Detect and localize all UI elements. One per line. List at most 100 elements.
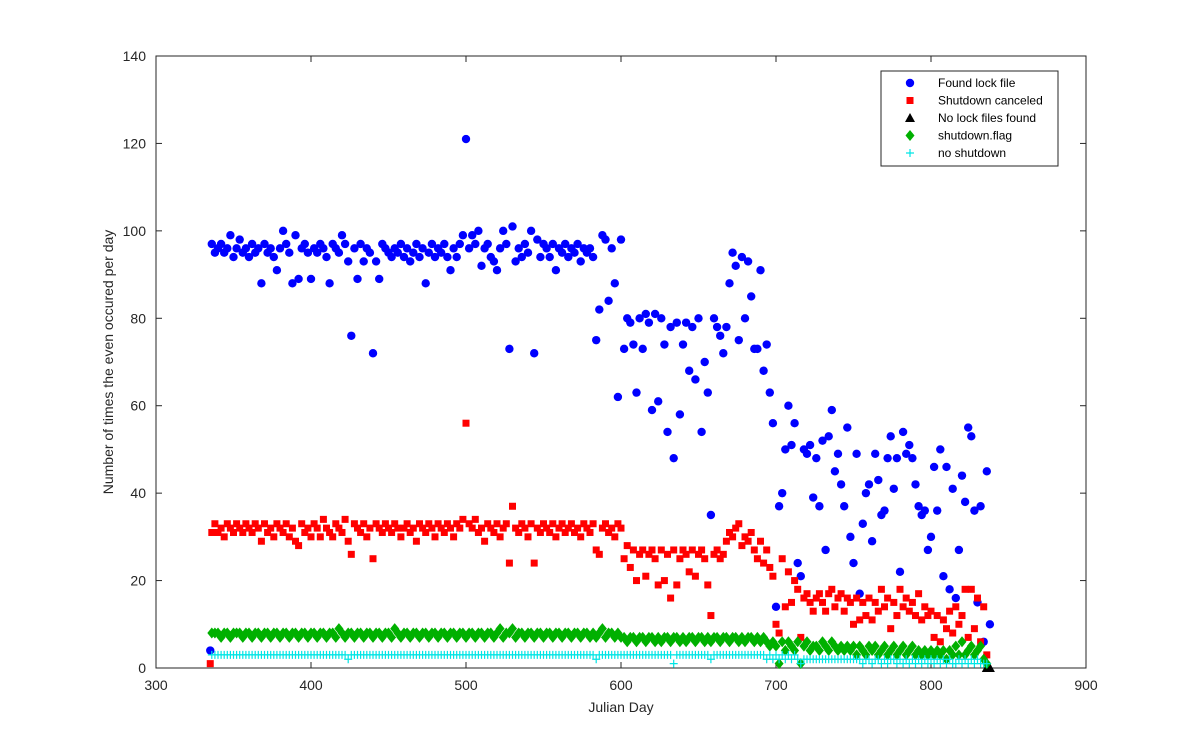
data-point	[233, 520, 241, 528]
data-point	[592, 546, 600, 554]
data-point	[372, 520, 380, 528]
data-point	[375, 274, 384, 284]
data-point	[294, 274, 303, 284]
data-point	[952, 603, 960, 611]
data-point	[918, 616, 926, 624]
data-point	[744, 537, 752, 545]
data-point	[819, 598, 826, 606]
data-point	[867, 537, 877, 546]
data-point	[354, 524, 361, 532]
legend-marker	[906, 149, 914, 157]
data-point	[334, 248, 344, 257]
data-point	[619, 344, 629, 354]
y-tick-label: 20	[130, 573, 146, 589]
data-point	[735, 520, 743, 528]
data-point	[868, 659, 877, 668]
data-point	[849, 640, 858, 652]
data-point	[524, 533, 532, 541]
data-point	[301, 528, 309, 536]
data-point	[247, 239, 257, 249]
y-tick-label: 40	[130, 485, 146, 501]
data-point	[629, 546, 637, 554]
data-point	[412, 239, 421, 249]
data-point	[654, 581, 662, 589]
data-point	[809, 607, 817, 615]
data-point	[884, 594, 892, 602]
data-point	[766, 563, 774, 571]
data-point	[272, 266, 282, 275]
data-point	[623, 542, 631, 550]
data-point	[985, 620, 995, 629]
data-point	[650, 309, 660, 319]
data-point	[406, 528, 414, 536]
data-point	[681, 318, 691, 327]
data-point	[269, 252, 278, 262]
data-point	[722, 537, 730, 545]
data-point	[288, 524, 296, 532]
data-point	[774, 658, 784, 670]
data-point	[641, 309, 650, 319]
data-point	[945, 655, 954, 664]
data-point	[478, 524, 485, 532]
data-point	[338, 528, 346, 536]
data-point	[206, 646, 215, 655]
data-point	[489, 257, 499, 266]
data-point	[768, 419, 778, 428]
data-point	[803, 590, 811, 598]
data-point	[664, 550, 671, 558]
data-point	[285, 533, 293, 541]
data-point	[394, 524, 402, 532]
data-point	[471, 515, 479, 523]
data-point	[422, 528, 430, 536]
y-tick-label: 0	[138, 660, 146, 676]
data-point	[778, 488, 787, 498]
data-point	[592, 335, 601, 345]
data-point	[796, 659, 805, 668]
data-point	[966, 640, 976, 652]
data-point	[216, 239, 226, 249]
data-point	[806, 598, 814, 606]
data-point	[775, 629, 783, 637]
data-point	[771, 640, 781, 652]
data-point	[942, 462, 951, 472]
legend-marker	[906, 97, 914, 104]
data-point	[254, 244, 263, 253]
data-point	[468, 231, 477, 240]
data-point	[865, 594, 873, 602]
data-point	[344, 257, 353, 266]
data-point	[570, 248, 579, 257]
data-point	[492, 266, 502, 275]
data-point	[589, 520, 597, 528]
data-point	[833, 449, 843, 458]
series-0	[206, 134, 995, 655]
data-point	[585, 244, 595, 253]
data-point	[694, 314, 703, 323]
data-point	[790, 419, 799, 428]
data-point	[698, 546, 706, 554]
data-point	[344, 655, 353, 664]
data-point	[427, 239, 437, 249]
data-point	[385, 524, 392, 532]
x-tick-label: 800	[919, 677, 943, 693]
data-point	[443, 520, 451, 528]
data-point	[707, 612, 715, 620]
data-point	[267, 524, 275, 532]
data-point	[549, 520, 557, 528]
data-point	[648, 546, 656, 554]
axis-ticks: 300 400 500 600 700 800 900 0 20 40 60 80 100 120 140	[123, 48, 1098, 693]
data-point	[443, 252, 452, 262]
data-point	[967, 585, 975, 593]
data-point	[526, 226, 536, 236]
data-point	[251, 520, 259, 528]
data-point	[678, 340, 688, 349]
data-point	[861, 488, 871, 498]
data-point	[530, 349, 539, 358]
data-point	[812, 594, 820, 602]
data-point	[353, 274, 362, 284]
data-point	[642, 572, 650, 580]
data-point	[610, 279, 619, 288]
data-point	[930, 633, 938, 641]
data-point	[868, 616, 876, 624]
data-point	[788, 598, 795, 606]
data-point	[605, 528, 613, 536]
